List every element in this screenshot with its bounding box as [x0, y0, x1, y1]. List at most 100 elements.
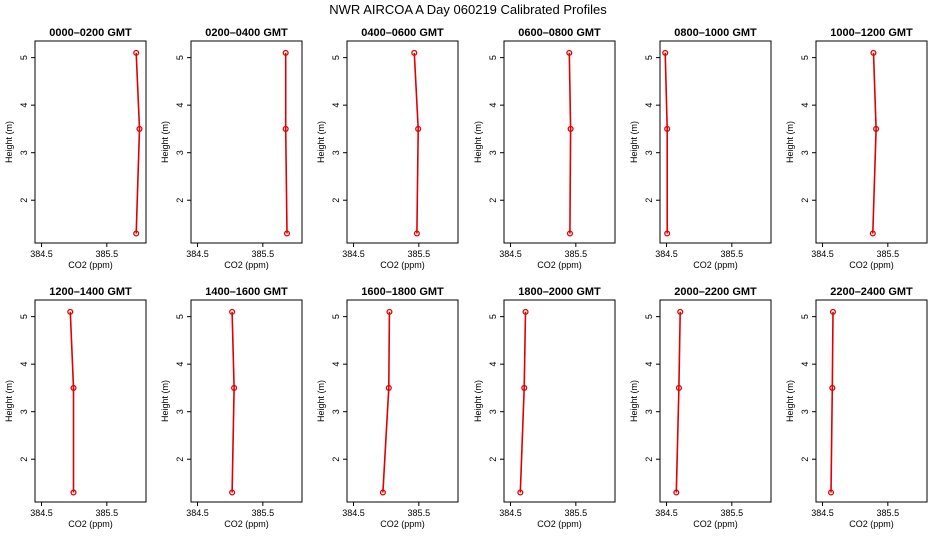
y-tick-label: 5: [800, 55, 810, 60]
y-tick-label: 5: [175, 314, 185, 319]
x-tick-label: 385.5: [96, 249, 119, 259]
panel-title: 1600–1800 GMT: [361, 286, 444, 298]
profile-point: [829, 308, 837, 315]
x-tick-label: 384.5: [342, 249, 365, 259]
profile-line: [284, 52, 288, 234]
panel-title: 0400–0600 GMT: [361, 27, 444, 39]
x-tick-label: 384.5: [811, 249, 834, 259]
profile-point: [415, 125, 422, 132]
y-tick-label: 3: [488, 150, 498, 155]
profile-point: [517, 489, 524, 496]
profile-point: [70, 384, 77, 391]
profile-point: [229, 489, 236, 496]
x-tick-label: 385.5: [721, 249, 744, 259]
y-tick-label: 5: [175, 55, 185, 60]
profile-point: [522, 308, 529, 315]
y-tick-label: 2: [175, 198, 185, 203]
x-tick-label: 384.5: [811, 508, 834, 518]
profile-line: [231, 311, 235, 493]
x-tick-label: 384.5: [186, 508, 209, 518]
y-tick-label: 5: [488, 314, 498, 319]
x-tick-label: 385.5: [877, 249, 900, 259]
x-tick-label: 384.5: [30, 508, 53, 518]
figure-title: NWR AIRCOA A Day 060219 Calibrated Profi…: [329, 2, 607, 17]
y-tick-label: 2: [19, 457, 29, 462]
x-axis-label: CO2 (ppm): [68, 260, 113, 270]
plot-frame: [503, 299, 616, 503]
y-tick-label: 2: [644, 457, 654, 462]
panel-title: 1200–1400 GMT: [49, 286, 132, 298]
profile-line: [135, 52, 141, 234]
y-tick-label: 2: [800, 457, 810, 462]
y-tick-label: 5: [331, 55, 341, 60]
y-tick-label: 4: [331, 362, 341, 367]
y-tick-label: 4: [331, 103, 341, 108]
profile-point: [282, 125, 289, 132]
profile-point: [282, 49, 289, 56]
profile-line: [519, 311, 527, 493]
y-axis-label: Height (m): [473, 380, 483, 422]
y-tick-label: 5: [331, 314, 341, 319]
profile-point: [566, 49, 573, 56]
profile-point: [411, 49, 418, 56]
profile-point: [873, 125, 880, 132]
panel-title: 0200–0400 GMT: [205, 27, 288, 39]
profile-point: [521, 384, 528, 391]
x-axis-label: CO2 (ppm): [693, 519, 738, 529]
panel-title: 2200–2400 GMT: [830, 286, 913, 298]
y-tick-label: 4: [488, 103, 498, 108]
x-axis-label: CO2 (ppm): [537, 260, 582, 270]
y-tick-label: 5: [19, 55, 29, 60]
x-tick-label: 385.5: [565, 508, 588, 518]
x-tick-label: 385.5: [721, 508, 744, 518]
y-tick-label: 3: [19, 409, 29, 414]
profile-point: [231, 384, 238, 391]
profile-line: [872, 52, 877, 234]
y-tick-label: 3: [331, 409, 341, 414]
y-tick-label: 3: [644, 150, 654, 155]
profile-point: [133, 230, 140, 237]
profile-line: [382, 311, 391, 493]
y-tick-label: 2: [488, 457, 498, 462]
profile-point: [675, 384, 682, 391]
profile-point: [70, 489, 77, 496]
x-axis-label: CO2 (ppm): [693, 260, 738, 270]
y-tick-label: 5: [800, 314, 810, 319]
profile-point: [229, 308, 236, 315]
panel-title: 1800–2000 GMT: [518, 286, 601, 298]
y-tick-label: 3: [331, 150, 341, 155]
panel-title: 0800–1000 GMT: [674, 27, 757, 39]
y-tick-label: 2: [175, 457, 185, 462]
profile-line: [675, 311, 681, 493]
y-axis-label: Height (m): [316, 121, 326, 163]
profile-point: [413, 230, 420, 237]
y-tick-label: 2: [19, 198, 29, 203]
y-tick-label: 3: [800, 150, 810, 155]
x-tick-label: 385.5: [565, 249, 588, 259]
x-tick-label: 385.5: [252, 249, 275, 259]
x-tick-label: 384.5: [30, 249, 53, 259]
plot-frame: [190, 299, 303, 503]
y-tick-label: 5: [19, 314, 29, 319]
profile-point: [566, 230, 573, 237]
x-tick-label: 384.5: [655, 508, 678, 518]
x-axis-label: CO2 (ppm): [537, 519, 582, 529]
x-axis-label: CO2 (ppm): [380, 260, 425, 270]
profile-point: [664, 125, 671, 132]
y-tick-label: 2: [644, 198, 654, 203]
plot-frame: [815, 40, 928, 244]
x-tick-label: 384.5: [499, 249, 522, 259]
x-tick-label: 385.5: [408, 508, 431, 518]
x-axis-label: CO2 (ppm): [380, 519, 425, 529]
profile-point: [386, 308, 393, 315]
plot-frame: [659, 40, 772, 244]
y-tick-label: 3: [175, 409, 185, 414]
panel-title: 2000–2200 GMT: [674, 286, 757, 298]
y-tick-label: 4: [644, 103, 654, 108]
